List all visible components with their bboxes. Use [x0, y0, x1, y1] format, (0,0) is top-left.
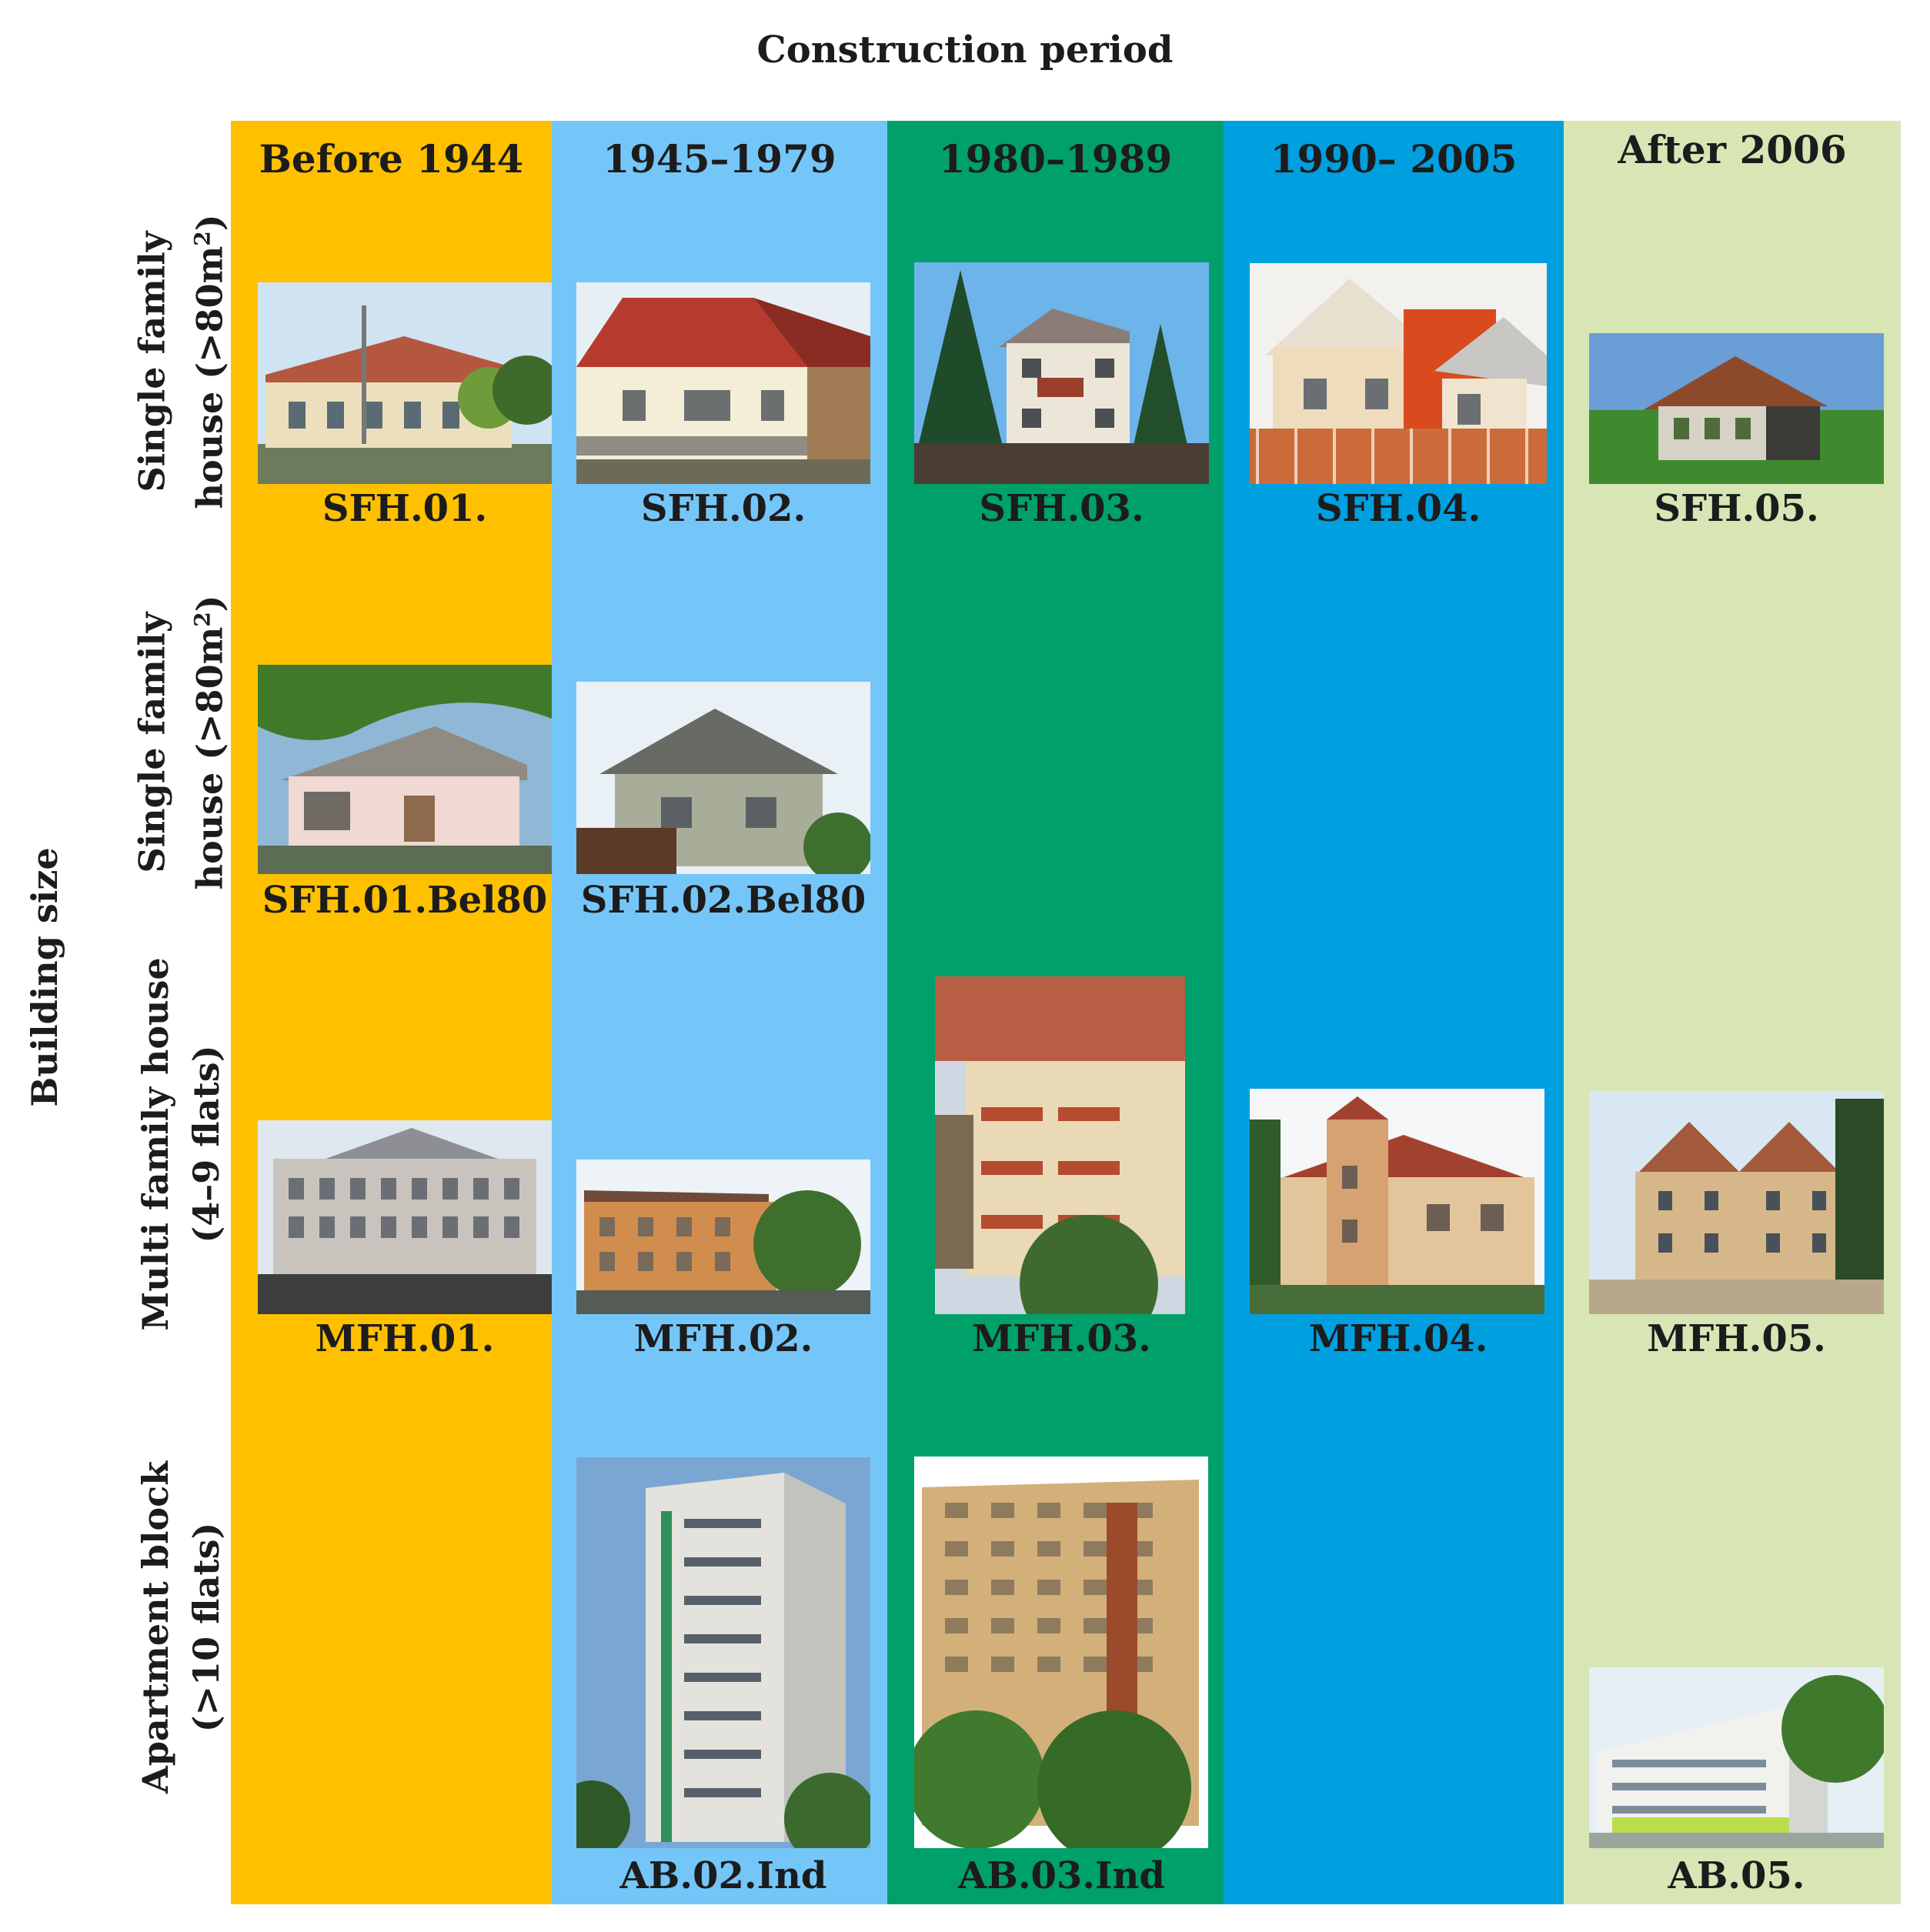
code-ab03: AB.03.Ind: [958, 1854, 1165, 1897]
code-sfh01-bel80: SFH.01.Bel80: [262, 879, 548, 922]
code-sfh04: SFH.04.: [1315, 487, 1481, 530]
building-size-axis-label: Building size: [24, 847, 65, 1107]
house-photo-mfh05: [1589, 1091, 1884, 1314]
column-header-before-1944: Before 1944: [259, 136, 524, 182]
code-sfh02-bel80: SFH.02.Bel80: [580, 879, 866, 922]
column-header-after-2006: After 2006: [1618, 127, 1847, 172]
row-label-single-family-1: Single family house (>80m2): [131, 214, 231, 509]
house-photo-mfh01: [258, 1120, 552, 1314]
code-sfh03: SFH.03.: [979, 487, 1144, 530]
row-label-apartment-block: Apartment block (>10 flats): [135, 1461, 227, 1794]
house-photo-sfh01: [258, 282, 552, 484]
house-photo-sfh04: [1250, 263, 1547, 484]
code-mfh01: MFH.01.: [315, 1317, 495, 1360]
code-sfh05: SFH.05.: [1654, 487, 1819, 530]
column-header-1990-2005: 1990– 2005: [1270, 136, 1518, 182]
column-header-1980-1989: 1980–1989: [938, 136, 1173, 182]
row-label-single-family-2: Single family house (>80m2): [131, 595, 231, 890]
house-photo-sfh02: [576, 282, 870, 484]
house-photo-mfh04: [1250, 1089, 1544, 1314]
code-mfh04: MFH.04.: [1308, 1317, 1488, 1360]
column-header-1945-1979: 1945–1979: [603, 136, 836, 182]
house-photo-sfh01-bel80: [258, 665, 552, 874]
code-mfh05: MFH.05.: [1647, 1317, 1826, 1360]
row-label-multi-family: Multi family house (4–9 flats): [135, 957, 227, 1331]
house-photo-sfh02-bel80: [576, 682, 870, 874]
code-ab02: AB.02.Ind: [619, 1854, 827, 1897]
code-sfh01: SFH.01.: [322, 487, 488, 530]
house-photo-mfh02: [576, 1160, 870, 1314]
house-photo-ab05: [1589, 1667, 1884, 1848]
house-photo-ab03: [914, 1457, 1208, 1848]
code-ab05: AB.05.: [1668, 1854, 1805, 1897]
house-photo-mfh03: [935, 976, 1185, 1314]
code-mfh02: MFH.02.: [633, 1317, 813, 1360]
house-photo-sfh05: [1589, 333, 1884, 484]
house-photo-sfh03: [914, 262, 1209, 484]
code-sfh02: SFH.02.: [640, 487, 806, 530]
construction-period-title: Construction period: [756, 28, 1174, 72]
house-photo-ab02: [576, 1457, 870, 1848]
code-mfh03: MFH.03.: [972, 1317, 1151, 1360]
